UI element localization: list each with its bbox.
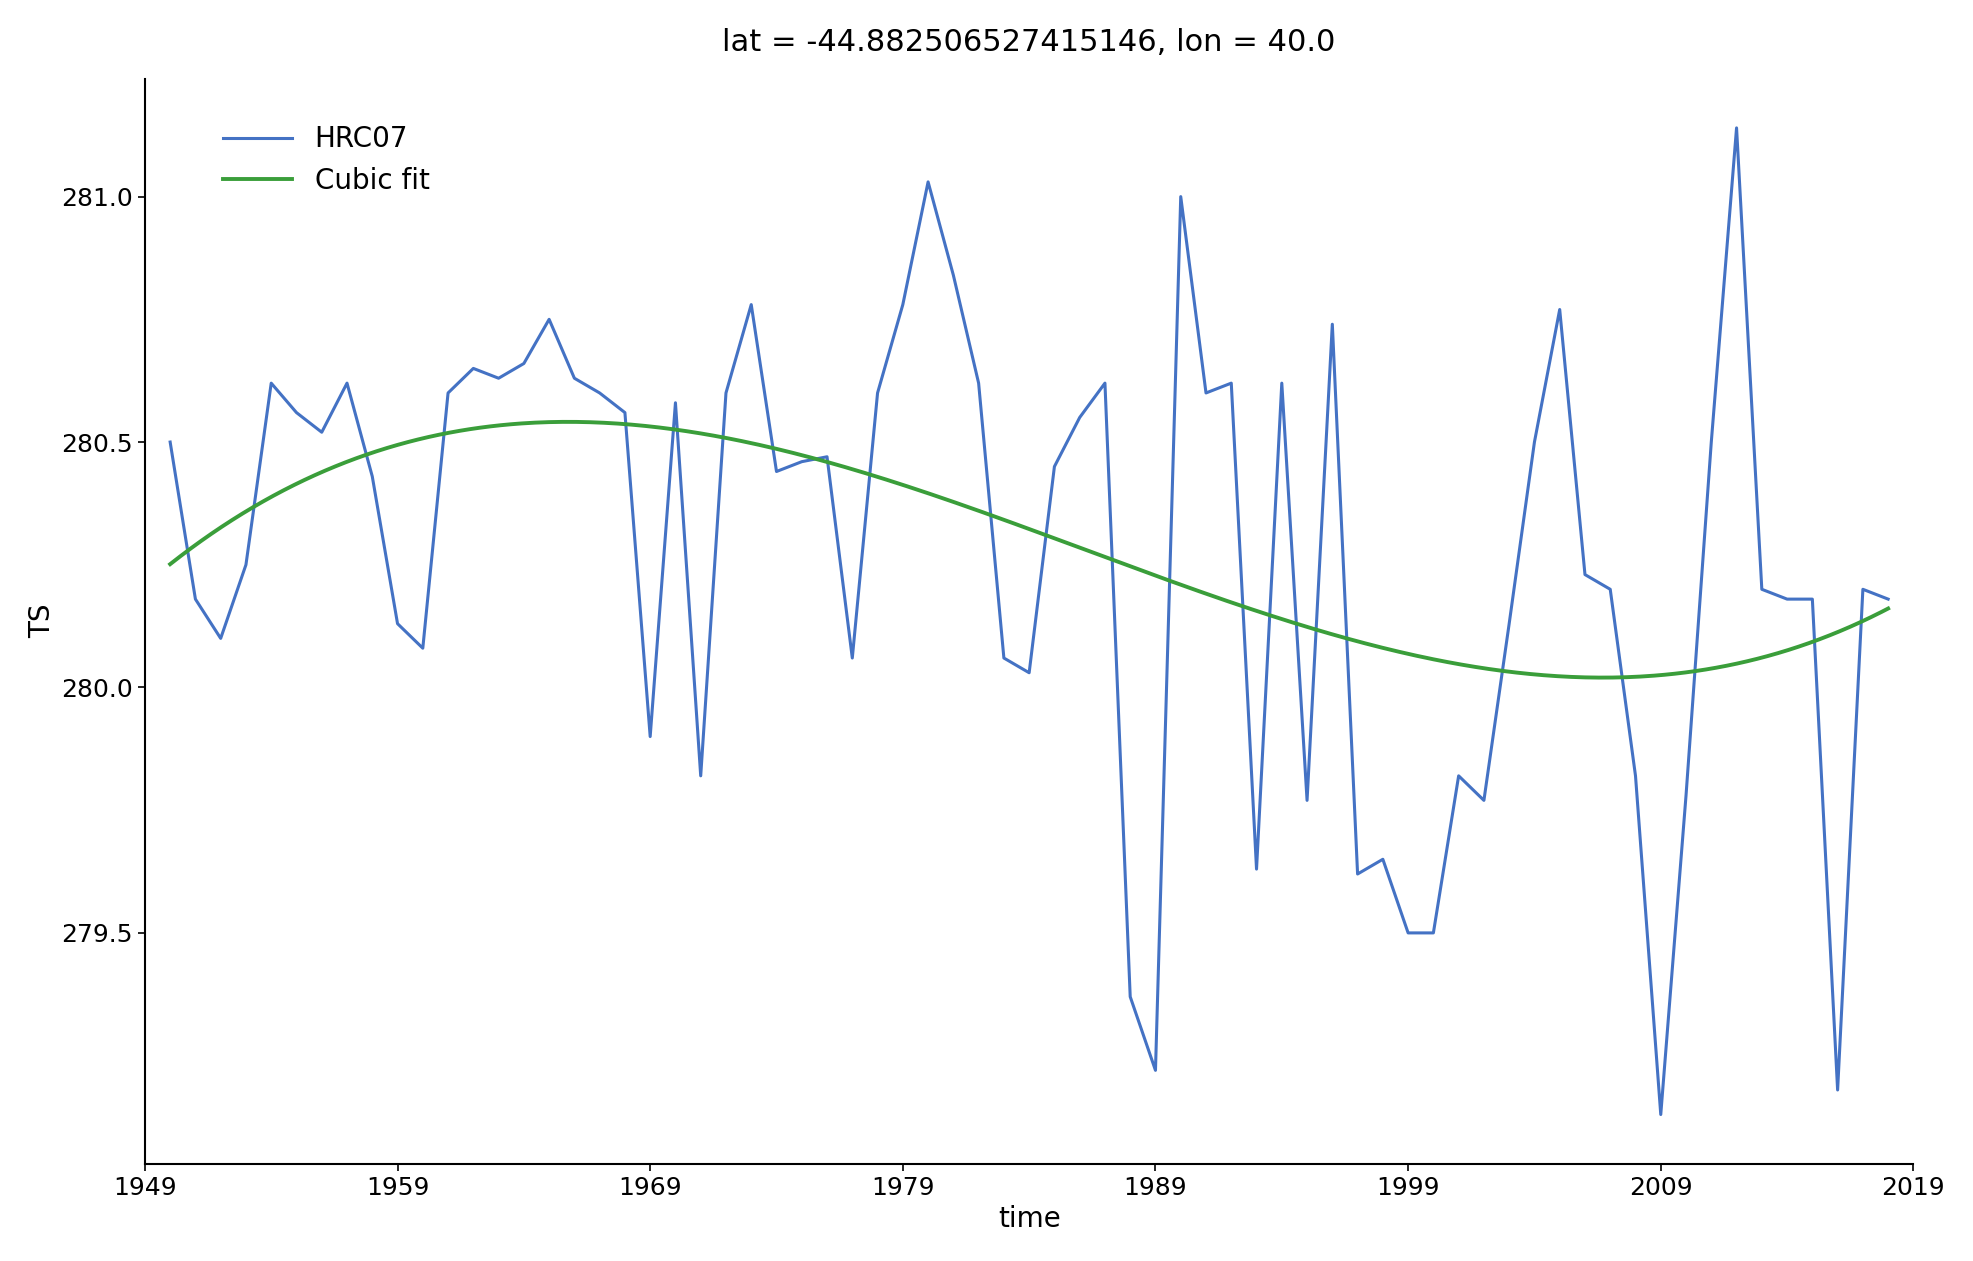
HRC07 bbox=[1851, 581, 1874, 596]
HRC07 bbox=[1724, 120, 1748, 135]
Cubic fit bbox=[979, 507, 1002, 522]
HRC07 bbox=[487, 371, 511, 386]
HRC07 bbox=[284, 405, 308, 420]
X-axis label: time: time bbox=[998, 1206, 1061, 1233]
Line: Cubic fit: Cubic fit bbox=[170, 422, 1888, 677]
HRC07 bbox=[158, 435, 182, 450]
Cubic fit bbox=[1590, 670, 1614, 685]
Cubic fit bbox=[158, 556, 182, 571]
Title: lat = -44.882506527415146, lon = 40.0: lat = -44.882506527415146, lon = 40.0 bbox=[722, 28, 1336, 57]
Cubic fit bbox=[1091, 549, 1115, 564]
Cubic fit bbox=[1876, 601, 1900, 617]
HRC07 bbox=[1144, 1063, 1168, 1078]
HRC07 bbox=[1472, 793, 1496, 808]
Line: HRC07: HRC07 bbox=[170, 127, 1888, 1115]
Cubic fit bbox=[558, 415, 582, 430]
Cubic fit bbox=[1843, 618, 1866, 633]
HRC07 bbox=[436, 386, 460, 401]
Cubic fit bbox=[988, 511, 1012, 526]
HRC07 bbox=[1876, 591, 1900, 607]
Y-axis label: TS: TS bbox=[28, 604, 55, 638]
Cubic fit bbox=[1184, 583, 1207, 598]
Cubic fit bbox=[1571, 670, 1594, 685]
Legend: HRC07, Cubic fit: HRC07, Cubic fit bbox=[211, 115, 440, 207]
HRC07 bbox=[1649, 1107, 1673, 1122]
